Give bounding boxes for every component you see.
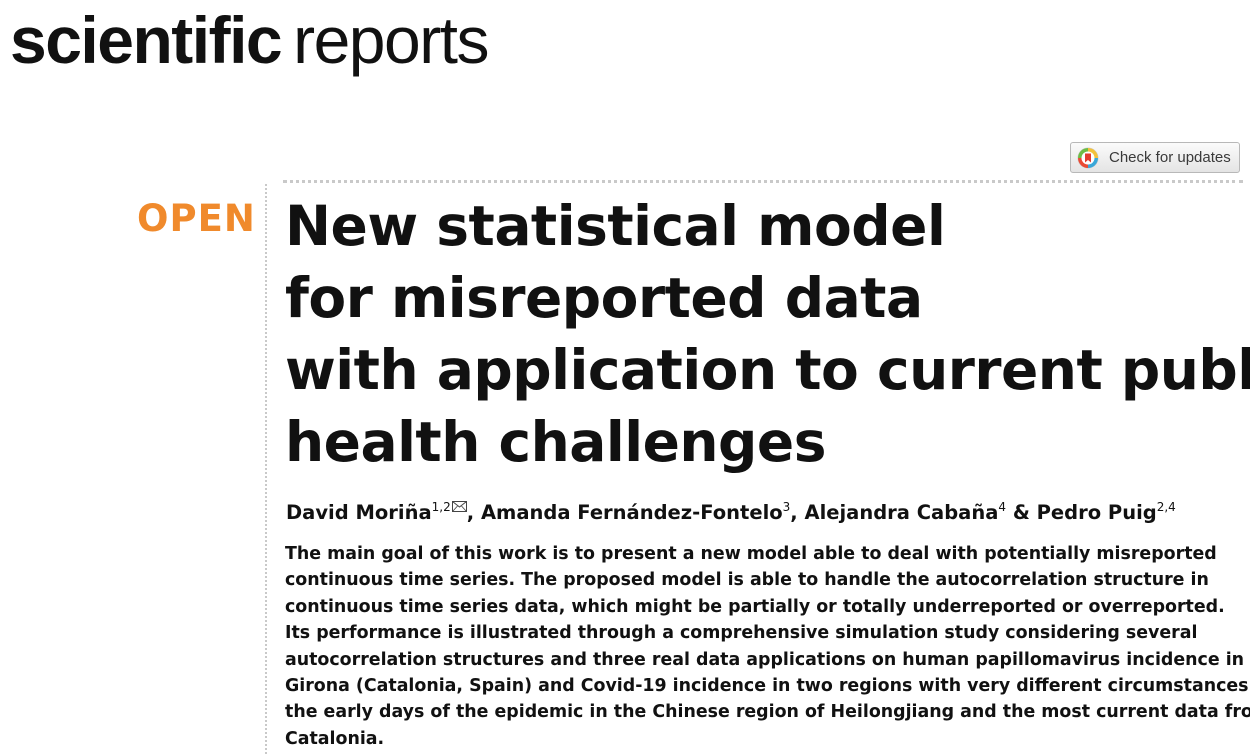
crossmark-icon [1077, 147, 1099, 169]
article-title: New statistical model for misreported da… [285, 190, 1250, 478]
author-affiliation: 4 [998, 500, 1007, 514]
author-name[interactable]: David Moriña [286, 501, 432, 524]
envelope-icon[interactable] [451, 492, 467, 512]
author-separator: , [466, 501, 481, 524]
check-for-updates-label: Check for updates [1109, 149, 1231, 166]
author-separator: , [790, 501, 805, 524]
title-line: health challenges [285, 410, 826, 474]
author-name[interactable]: Alejandra Cabaña [804, 501, 999, 524]
abstract-line: Girona (Catalonia, Spain) and Covid-19 i… [285, 676, 1250, 697]
author-name[interactable]: Pedro Puig [1036, 501, 1157, 524]
title-line: New statistical model [285, 194, 946, 258]
title-line: with application to current public [285, 338, 1250, 402]
horizontal-dotted-rule [283, 180, 1243, 183]
author-affiliation: 2,4 [1156, 500, 1176, 514]
abstract-line: The main goal of this work is to present… [285, 544, 1217, 564]
journal-name-bold: scientific [10, 3, 283, 77]
abstract-line: continuous time series. The proposed mod… [285, 570, 1209, 591]
author-name[interactable]: Amanda Fernández-Fontelo [480, 501, 783, 524]
journal-logo: scientific reports [10, 2, 490, 78]
check-for-updates-button[interactable]: Check for updates [1070, 142, 1240, 173]
abstract-line: continuous time series data, which might… [285, 596, 1225, 617]
author-affiliation: 1,2 [431, 500, 451, 514]
title-line: for misreported data [285, 266, 923, 330]
open-access-label: OPEN [137, 197, 256, 240]
author-separator: & [1006, 501, 1037, 524]
abstract-line: Its performance is illustrated through a… [285, 623, 1198, 644]
abstract-line: the early days of the epidemic in the Ch… [285, 702, 1250, 723]
vertical-dotted-rule [265, 184, 267, 754]
abstract: The main goal of this work is to present… [285, 541, 1250, 752]
author-list: David Moriña1,2, Amanda Fernández-Fontel… [286, 492, 1236, 527]
author-affiliation: 3 [782, 500, 791, 514]
journal-name-light: reports [293, 3, 489, 77]
abstract-line: Catalonia. [285, 728, 385, 749]
abstract-line: autocorrelation structures and three rea… [285, 649, 1245, 670]
